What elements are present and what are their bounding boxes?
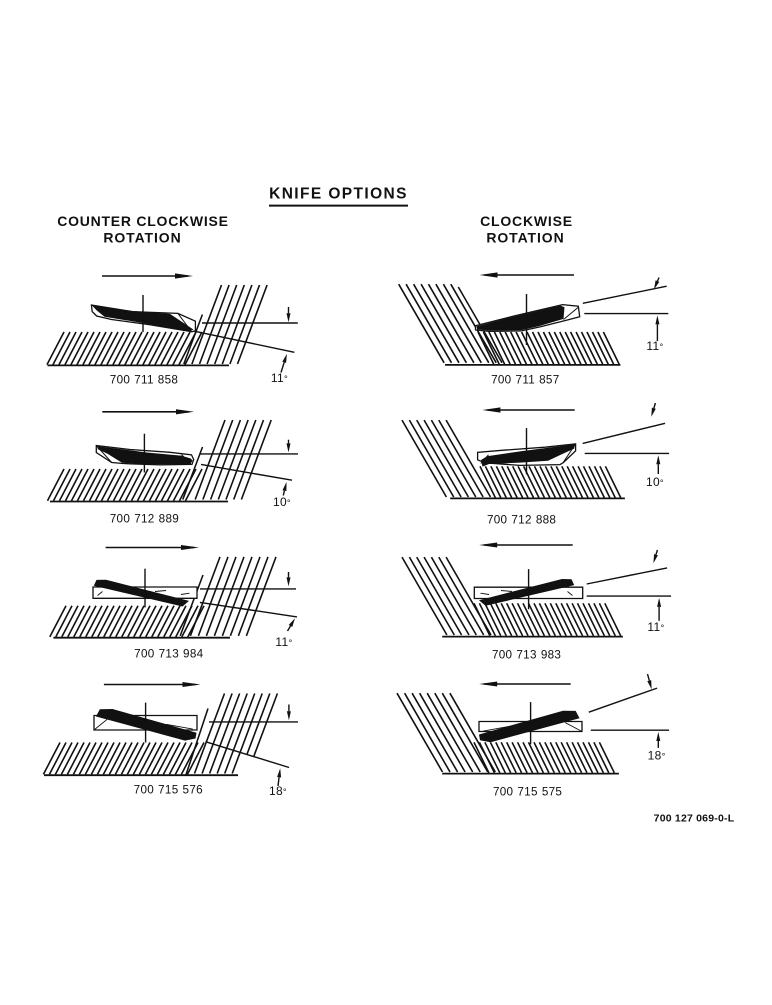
svg-text:KNIFE OPTIONS: KNIFE OPTIONS	[269, 186, 408, 203]
svg-text:11°: 11°	[275, 635, 292, 649]
svg-text:18°: 18°	[269, 784, 287, 798]
svg-text:700 127 069-0-L: 700 127 069-0-L	[654, 813, 735, 825]
svg-text:18°: 18°	[648, 748, 666, 762]
svg-text:700 711 858: 700 711 858	[110, 374, 178, 387]
svg-text:700 711 857: 700 711 857	[491, 374, 559, 387]
svg-text:10°: 10°	[273, 495, 291, 509]
svg-text:10°: 10°	[646, 475, 664, 489]
svg-text:700 713 984: 700 713 984	[134, 648, 203, 661]
svg-text:CLOCKWISE: CLOCKWISE	[480, 213, 573, 229]
svg-text:11°: 11°	[646, 339, 663, 353]
svg-text:ROTATION: ROTATION	[486, 230, 564, 246]
svg-text:700 715 575: 700 715 575	[493, 786, 562, 799]
svg-text:700 712 888: 700 712 888	[487, 514, 556, 527]
svg-text:11°: 11°	[647, 620, 664, 634]
svg-text:700 713 983: 700 713 983	[492, 649, 561, 662]
svg-text:11°: 11°	[271, 371, 288, 385]
svg-text:700 715 576: 700 715 576	[134, 784, 203, 797]
svg-text:COUNTER CLOCKWISE: COUNTER CLOCKWISE	[57, 213, 228, 229]
svg-text:700 712 889: 700 712 889	[110, 513, 179, 526]
svg-text:ROTATION: ROTATION	[103, 230, 181, 246]
